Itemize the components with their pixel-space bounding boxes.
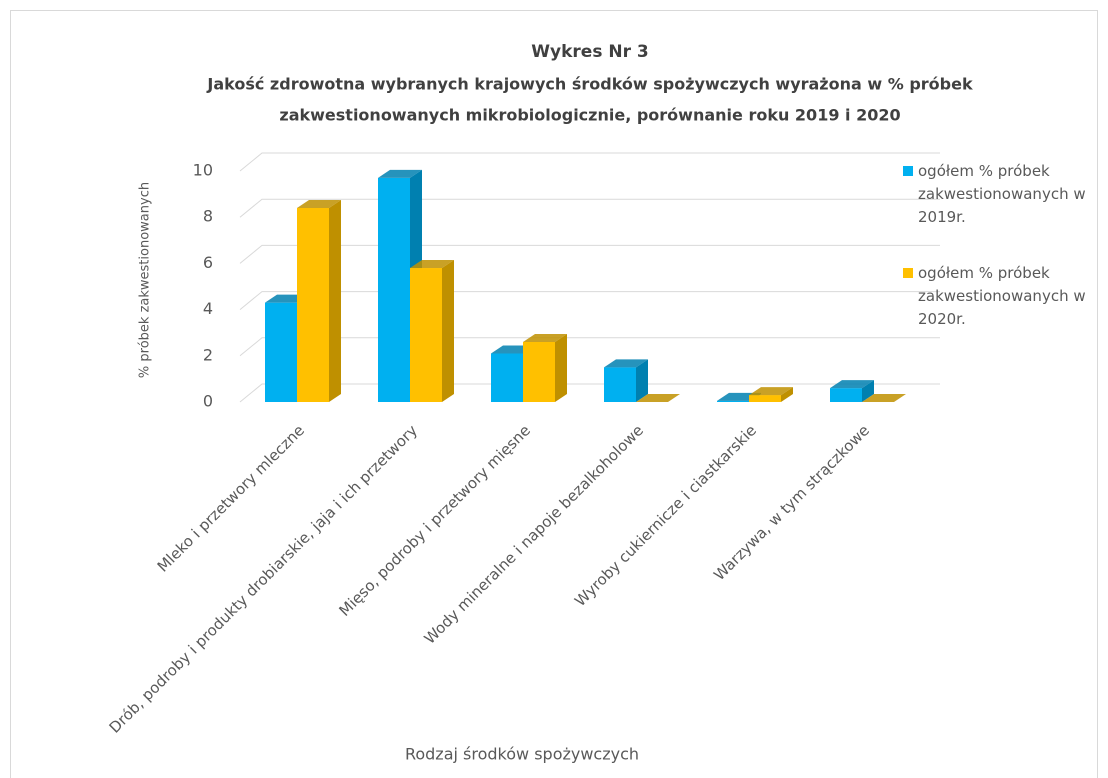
bar-side	[329, 199, 341, 402]
legend-label: ogółem % próbek zakwestionowanych w 2019…	[918, 162, 1086, 226]
bar-side	[862, 380, 874, 402]
grid-line	[239, 383, 940, 403]
x-tick-label: Wyroby cukiernicze i ciastkarskie	[571, 421, 760, 610]
bar	[523, 333, 567, 402]
bar-top	[297, 199, 341, 208]
bar-front	[830, 388, 862, 402]
bar-side	[636, 359, 648, 402]
bar-front	[378, 177, 410, 402]
bar-front	[491, 353, 523, 402]
legend-item: ogółem % próbek zakwestionowanych w 2020…	[903, 262, 1103, 331]
bar-top	[523, 333, 567, 342]
bar	[636, 394, 680, 402]
bar	[410, 260, 454, 402]
x-axis-label: Rodzaj środków spożywczych	[405, 745, 639, 764]
y-tick-label: 2	[203, 345, 213, 364]
y-tick-label: 10	[193, 161, 213, 180]
chart-subtitle: Jakość zdrowotna wybranych krajowych śro…	[206, 75, 973, 94]
legend-swatch	[903, 166, 913, 176]
bar-top	[749, 387, 793, 396]
y-tick-label: 0	[203, 392, 213, 411]
bar	[749, 387, 793, 402]
y-tick-label: 4	[203, 299, 213, 318]
legend-swatch	[903, 268, 913, 278]
bar-top	[830, 380, 874, 389]
grid-line	[239, 152, 940, 172]
chart-subtitle: zakwestionowanych mikrobiologicznie, por…	[279, 106, 900, 125]
chart-border	[10, 10, 1098, 778]
bar-top	[378, 169, 422, 178]
grid-line	[239, 198, 940, 218]
bar-top	[410, 260, 454, 269]
bar-side	[442, 260, 454, 402]
bar-top	[862, 394, 906, 402]
bar	[604, 359, 648, 402]
bar-front	[265, 302, 297, 402]
x-tick-label: Mięso, podroby i przetwory mięsne	[336, 421, 534, 619]
bar-front	[523, 341, 555, 402]
y-tick-label: 6	[203, 253, 213, 272]
legend-label: ogółem % próbek zakwestionowanych w 2020…	[918, 264, 1086, 328]
grid-line	[239, 291, 940, 310]
bar	[297, 199, 341, 402]
bar-front	[410, 268, 442, 402]
bar-side	[555, 333, 567, 402]
bar-front	[749, 395, 781, 402]
bar-side	[781, 387, 793, 402]
x-tick-label: Wody mineralne i napoje bezalkoholowe	[421, 421, 647, 647]
legend-item: ogółem % próbek zakwestionowanych w 2019…	[903, 160, 1103, 229]
y-axis-label: % próbek zakwestionowanych	[138, 182, 153, 378]
bar-front	[717, 400, 749, 402]
bar-front	[297, 207, 329, 402]
chart-title: Wykres Nr 3	[531, 42, 648, 62]
grid-line	[239, 244, 940, 264]
bar	[862, 394, 906, 402]
bar-front	[604, 367, 636, 402]
y-tick-label: 8	[203, 207, 213, 226]
bar	[830, 380, 874, 402]
bar-top	[636, 394, 680, 402]
bar-top	[604, 359, 648, 368]
grid-line	[239, 337, 940, 357]
